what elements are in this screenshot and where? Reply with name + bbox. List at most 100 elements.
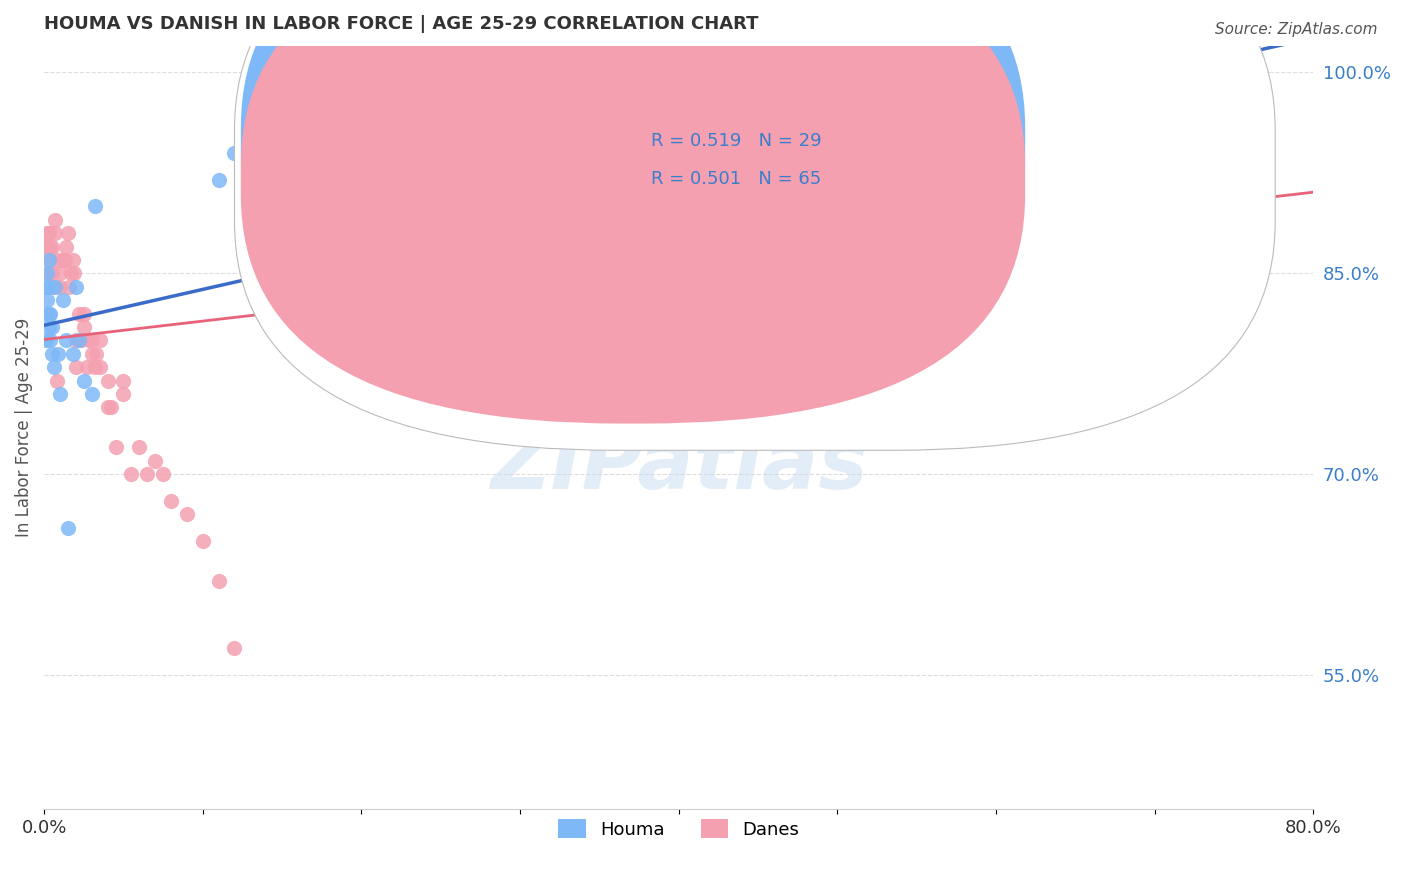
FancyBboxPatch shape	[240, 0, 1025, 385]
Point	[254, 226, 277, 240]
Point	[80, 334, 103, 348]
Point	[39, 307, 62, 321]
Point	[38, 320, 60, 334]
Point	[63, 266, 86, 280]
Point	[905, 266, 928, 280]
Point	[39, 334, 62, 348]
Point	[1112, 172, 1135, 186]
Point	[38, 266, 60, 280]
Point	[49, 279, 72, 293]
Point	[83, 360, 105, 375]
Point	[37, 239, 59, 253]
Point	[429, 266, 451, 280]
Text: R = 0.501   N = 65: R = 0.501 N = 65	[651, 170, 821, 188]
Point	[271, 239, 294, 253]
Point	[287, 226, 309, 240]
FancyBboxPatch shape	[240, 0, 1025, 424]
Point	[73, 374, 96, 388]
Point	[239, 239, 262, 253]
Point	[37, 293, 59, 307]
Point	[38, 252, 60, 267]
Point	[41, 266, 63, 280]
Point	[42, 279, 65, 293]
Point	[104, 441, 127, 455]
Point	[35, 307, 58, 321]
Legend: Houma, Danes: Houma, Danes	[551, 812, 806, 846]
Text: ZIPatlas: ZIPatlas	[489, 425, 868, 506]
Point	[89, 334, 111, 348]
Point	[45, 374, 67, 388]
Point	[477, 226, 499, 240]
Point	[52, 252, 75, 267]
Point	[41, 347, 63, 361]
Point	[53, 252, 76, 267]
Point	[35, 334, 58, 348]
Point	[67, 334, 90, 348]
Point	[39, 252, 62, 267]
Point	[97, 401, 120, 415]
Point	[207, 574, 229, 589]
Point	[44, 212, 66, 227]
Point	[41, 239, 63, 253]
Point	[176, 508, 198, 522]
Point	[49, 266, 72, 280]
Point	[37, 266, 59, 280]
Point	[42, 360, 65, 375]
Point	[224, 641, 246, 656]
Point	[35, 279, 58, 293]
Point	[48, 252, 70, 267]
FancyBboxPatch shape	[235, 0, 1275, 450]
Point	[38, 226, 60, 240]
Point	[52, 293, 75, 307]
Point	[38, 239, 60, 253]
Point	[67, 307, 90, 321]
Point	[143, 454, 166, 468]
Point	[48, 347, 70, 361]
Point	[160, 494, 183, 508]
Point	[128, 441, 150, 455]
Point	[41, 320, 63, 334]
Point	[56, 521, 79, 535]
Point	[77, 334, 100, 348]
Point	[112, 387, 135, 401]
Point	[89, 360, 111, 375]
Point	[38, 279, 60, 293]
Point	[62, 347, 84, 361]
Point	[65, 279, 87, 293]
Point	[80, 387, 103, 401]
Point	[76, 360, 98, 375]
Point	[152, 467, 174, 482]
Point	[56, 226, 79, 240]
Point	[97, 374, 120, 388]
Point	[461, 239, 484, 253]
Point	[38, 307, 60, 321]
Point	[112, 374, 135, 388]
Point	[37, 226, 59, 240]
Point	[65, 334, 87, 348]
Point	[80, 347, 103, 361]
Point	[83, 199, 105, 213]
Point	[58, 279, 80, 293]
Point	[55, 334, 77, 348]
Point	[207, 172, 229, 186]
Point	[224, 145, 246, 160]
Text: Source: ZipAtlas.com: Source: ZipAtlas.com	[1215, 22, 1378, 37]
Point	[136, 467, 159, 482]
Point	[65, 360, 87, 375]
Text: HOUMA VS DANISH IN LABOR FORCE | AGE 25-29 CORRELATION CHART: HOUMA VS DANISH IN LABOR FORCE | AGE 25-…	[44, 15, 759, 33]
Y-axis label: In Labor Force | Age 25-29: In Labor Force | Age 25-29	[15, 318, 32, 537]
Point	[35, 239, 58, 253]
Point	[69, 334, 91, 348]
Point	[44, 279, 66, 293]
Point	[73, 307, 96, 321]
Point	[1175, 65, 1198, 79]
Point	[86, 347, 108, 361]
Point	[60, 266, 83, 280]
Point	[44, 226, 66, 240]
Text: R = 0.519   N = 29: R = 0.519 N = 29	[651, 132, 821, 150]
Point	[39, 239, 62, 253]
Point	[55, 239, 77, 253]
Point	[120, 467, 142, 482]
Point	[62, 252, 84, 267]
Point	[100, 401, 122, 415]
